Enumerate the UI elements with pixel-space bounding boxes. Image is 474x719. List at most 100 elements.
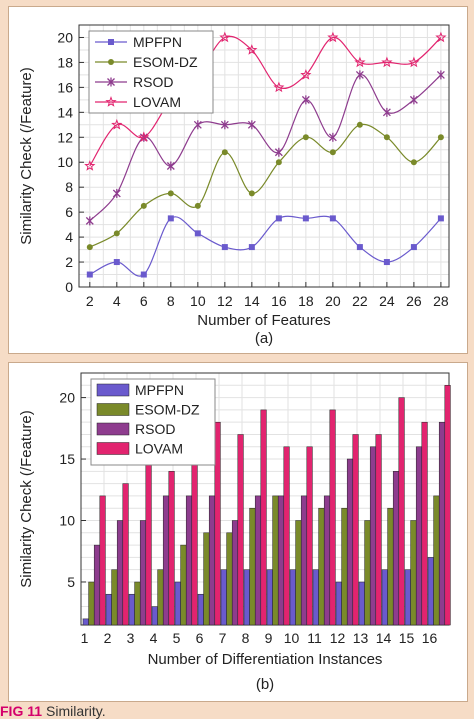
data-point (248, 244, 255, 251)
data-point (436, 70, 445, 80)
data-point (221, 244, 228, 251)
bar (341, 507, 348, 626)
line-chart-panel: 0 2 4 6 8 10 12 14 16 18 20 2 4 6 8 10 12 14 16 18 20 22 24 26 2… (8, 6, 468, 354)
bar (335, 581, 342, 626)
data-point (84, 160, 96, 171)
data-point (138, 131, 150, 143)
y-tick-label: 6 (65, 204, 73, 220)
bar (260, 409, 267, 626)
y-tick-label: 0 (65, 279, 73, 295)
x-tick-label: 15 (399, 630, 415, 646)
series-rsod (85, 70, 445, 226)
y-tick-label: 16 (57, 79, 73, 95)
bar (387, 507, 394, 626)
y-tick-label: 20 (57, 29, 73, 45)
data-point (410, 159, 417, 166)
x-tick-label: 4 (150, 630, 158, 646)
data-point (300, 69, 312, 80)
bar (203, 532, 210, 626)
bar (404, 569, 411, 626)
bar (438, 421, 446, 626)
bar (295, 520, 302, 626)
bar (381, 569, 388, 626)
legend-label: RSOD (135, 421, 175, 437)
bar (122, 483, 129, 626)
legend-marker (108, 39, 114, 45)
x-tick-label: 16 (422, 630, 438, 646)
data-point (274, 147, 283, 157)
bar (145, 458, 152, 626)
bar (249, 507, 256, 626)
bar (421, 421, 428, 626)
x-tick-label: 28 (433, 293, 449, 309)
bar (208, 495, 216, 626)
data-point (113, 230, 120, 237)
bar (214, 421, 221, 626)
legend-marker (107, 77, 115, 87)
y-tick-label: 20 (59, 390, 75, 406)
x-tick-label: 12 (330, 630, 346, 646)
y-tick-label: 8 (65, 179, 73, 195)
data-point (356, 244, 363, 251)
bar (151, 606, 158, 626)
x-tick-label: 4 (113, 293, 121, 309)
legend-swatch (96, 403, 130, 416)
x-tick-label: 12 (217, 293, 233, 309)
data-point (383, 259, 390, 266)
data-point (329, 149, 336, 156)
data-point (85, 216, 94, 226)
bar (134, 581, 141, 626)
series-line-esom-dz (89, 123, 442, 248)
data-point (111, 118, 123, 130)
bar (358, 581, 365, 626)
bar (168, 471, 175, 626)
bar (410, 520, 417, 626)
data-point (220, 120, 229, 130)
figure-caption: FIG 11 Similarity. (0, 703, 106, 719)
bar (88, 581, 95, 626)
legend-label: LOVAM (135, 441, 183, 457)
x-tick-label: 24 (379, 293, 395, 309)
y-axis-label: Similarity Check (/Feature) (18, 410, 35, 588)
legend-swatch (96, 383, 130, 397)
bar (105, 594, 112, 626)
bar (243, 569, 250, 626)
legend-label: ESOM-DZ (133, 54, 198, 70)
y-tick-label: 4 (65, 229, 73, 245)
data-point (408, 56, 420, 68)
line-chart-plot-frame (78, 24, 450, 288)
subfigure-label: (a) (255, 330, 273, 347)
bar (82, 618, 89, 626)
y-tick-label: 2 (65, 254, 73, 270)
x-tick-label: 20 (325, 293, 341, 309)
bar (220, 569, 227, 626)
bar (352, 434, 359, 626)
x-tick-label: 14 (244, 293, 260, 309)
y-tick-label: 5 (67, 574, 75, 590)
legend-label: MPFPN (135, 382, 184, 398)
bar (427, 557, 434, 626)
series-mpfpn (86, 215, 444, 278)
y-tick-label: 10 (57, 154, 73, 170)
y-tick-label: 18 (57, 54, 73, 70)
bar (180, 544, 187, 626)
bar (191, 446, 198, 626)
data-point (356, 121, 363, 128)
x-axis-label: Number of Differentiation Instances (148, 651, 383, 668)
data-point (140, 271, 147, 278)
x-tick-label: 11 (307, 630, 322, 646)
y-tick-label: 10 (59, 513, 75, 529)
x-tick-label: 10 (190, 293, 206, 309)
data-point (275, 159, 282, 166)
data-point (327, 31, 339, 43)
bar (139, 520, 147, 626)
legend-label: RSOD (133, 74, 173, 90)
bar (415, 446, 423, 626)
data-point (247, 120, 256, 130)
data-point (302, 215, 309, 222)
bar (174, 581, 181, 626)
data-point (113, 259, 120, 266)
bar (231, 520, 239, 626)
x-tick-label: 16 (271, 293, 287, 309)
